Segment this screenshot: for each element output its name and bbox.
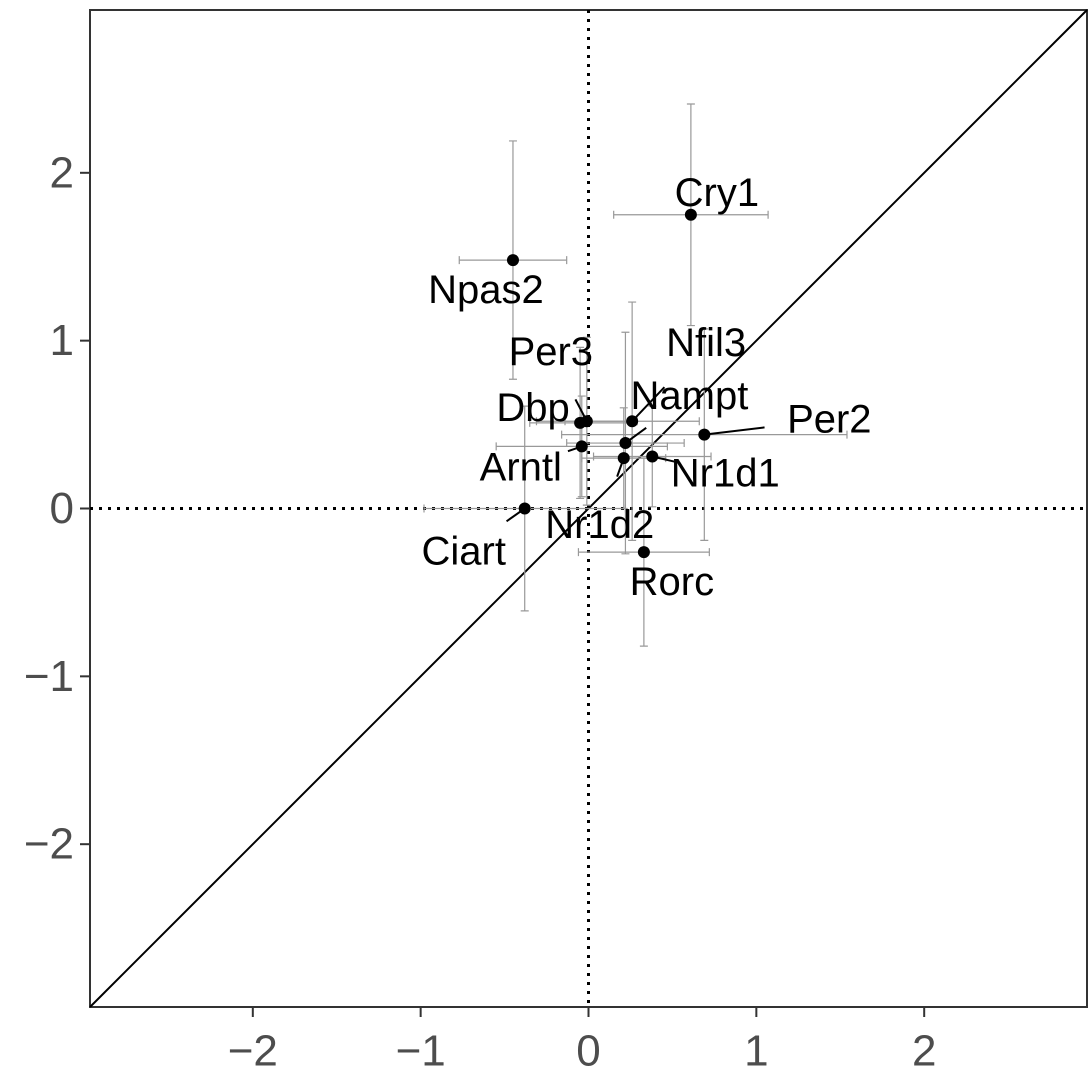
y-tick-label: 2 <box>50 148 74 197</box>
point-label: Nfil3 <box>666 321 746 365</box>
point-label: Per2 <box>787 398 872 442</box>
y-tick-label: −2 <box>24 820 74 869</box>
leader-line <box>574 398 588 422</box>
point <box>637 546 650 559</box>
y-tick-label: 1 <box>50 316 74 365</box>
y-tick-label: −1 <box>24 652 74 701</box>
x-tick-label: 2 <box>912 1027 936 1075</box>
point <box>684 208 697 221</box>
point <box>506 254 519 267</box>
point-label: Nr1d2 <box>545 503 654 547</box>
leader-line <box>652 455 675 463</box>
x-tick-label: −2 <box>228 1027 278 1075</box>
point-label: Nr1d1 <box>671 451 780 495</box>
point-label: Cry1 <box>675 171 759 215</box>
point-label: Npas2 <box>428 268 544 312</box>
leader-line <box>704 426 765 436</box>
leader-line <box>616 457 625 477</box>
leader-line <box>624 426 647 444</box>
point-label: Rorc <box>630 560 714 604</box>
point-label: Nampt <box>631 374 749 418</box>
x-tick-label: −1 <box>396 1027 446 1075</box>
point-label: Per3 <box>509 330 594 374</box>
point <box>574 416 587 429</box>
point-label: Ciart <box>421 530 505 574</box>
leader-line <box>631 386 666 422</box>
point-label: Arntl <box>480 445 562 489</box>
point-label: Dbp <box>496 386 569 430</box>
leader-line <box>567 445 583 453</box>
y-tick-label: 0 <box>50 484 74 533</box>
leader-line <box>505 507 526 523</box>
x-tick-label: 1 <box>744 1027 768 1075</box>
x-tick-label: 0 <box>576 1027 600 1075</box>
